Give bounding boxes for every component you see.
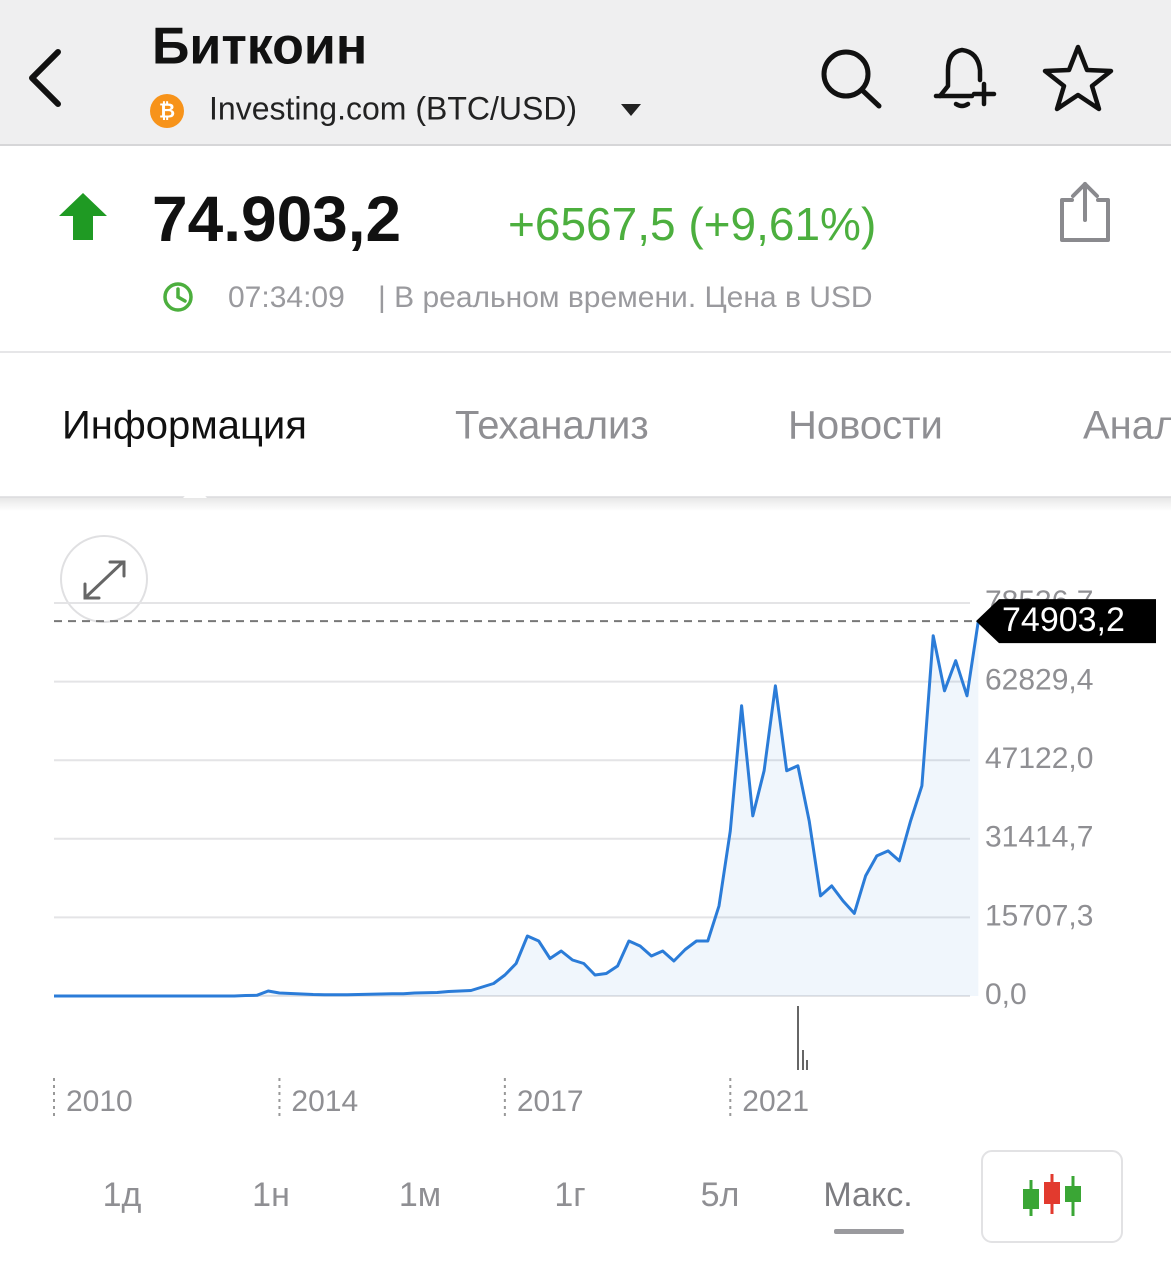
up-arrow xyxy=(59,193,107,240)
range-button[interactable]: 1г xyxy=(554,1176,585,1214)
range-underline xyxy=(834,1229,904,1234)
tab[interactable]: Аналитика xyxy=(1083,404,1171,448)
range-button[interactable]: 1д xyxy=(103,1176,142,1214)
title: Биткоин xyxy=(152,18,367,76)
area xyxy=(54,621,979,996)
last-price-label: 74903,2 xyxy=(1002,601,1125,639)
tab[interactable]: Новости xyxy=(788,404,943,448)
price-line xyxy=(54,620,980,998)
x-tick-label: 2010 xyxy=(66,1085,133,1118)
clock-icon xyxy=(163,282,193,312)
range-selector: 1д 1н 1м 1г 5л Макс. xyxy=(103,1176,913,1234)
chart-type-button[interactable] xyxy=(981,1150,1123,1243)
last-price-tag xyxy=(976,599,1156,644)
x-tick-label: 2017 xyxy=(517,1085,584,1118)
x-tick-label: 2021 xyxy=(742,1085,809,1118)
range-button[interactable]: 1м xyxy=(399,1176,441,1214)
expand-button[interactable] xyxy=(60,535,148,623)
range-button[interactable]: Макс. xyxy=(823,1176,912,1214)
y-tick-label: 31414,7 xyxy=(985,821,1093,854)
share-button[interactable] xyxy=(1060,182,1110,242)
price: 74.903,2 xyxy=(152,183,401,255)
source-dropdown[interactable] xyxy=(621,104,641,116)
volume-marker xyxy=(797,1006,808,1070)
change: +6567,5 (+9,61%) xyxy=(508,198,876,250)
y-tick-label: 0,0 xyxy=(985,978,1027,1011)
svg-text:₿: ₿ xyxy=(159,100,175,122)
alert-button[interactable] xyxy=(933,47,997,109)
header-bg xyxy=(0,0,1171,145)
tab-pointer xyxy=(183,485,207,498)
y-tick-label: 15707,3 xyxy=(985,899,1093,932)
range-button[interactable]: 5л xyxy=(701,1176,740,1214)
tabs-shadow xyxy=(0,497,1171,511)
status: | В реальном времени. Цена в USD xyxy=(378,281,873,314)
search-button[interactable] xyxy=(821,49,882,109)
favorite-button[interactable] xyxy=(1042,44,1114,112)
plot: 0,015707,331414,747122,062829,478536,720… xyxy=(53,585,1156,1118)
time: 07:34:09 xyxy=(228,281,345,314)
source[interactable]: Investing.com (BTC/USD) xyxy=(209,90,577,126)
y-tick-label: 47122,0 xyxy=(985,742,1093,775)
tab[interactable]: Теханализ xyxy=(455,404,649,448)
y-tick-label: 62829,4 xyxy=(985,664,1093,697)
range-button[interactable]: 1н xyxy=(252,1176,290,1214)
x-tick-label: 2014 xyxy=(291,1085,358,1118)
tab[interactable]: Информация xyxy=(62,404,307,448)
bitcoin-icon: ₿ xyxy=(150,94,184,128)
back-button[interactable] xyxy=(29,49,61,107)
